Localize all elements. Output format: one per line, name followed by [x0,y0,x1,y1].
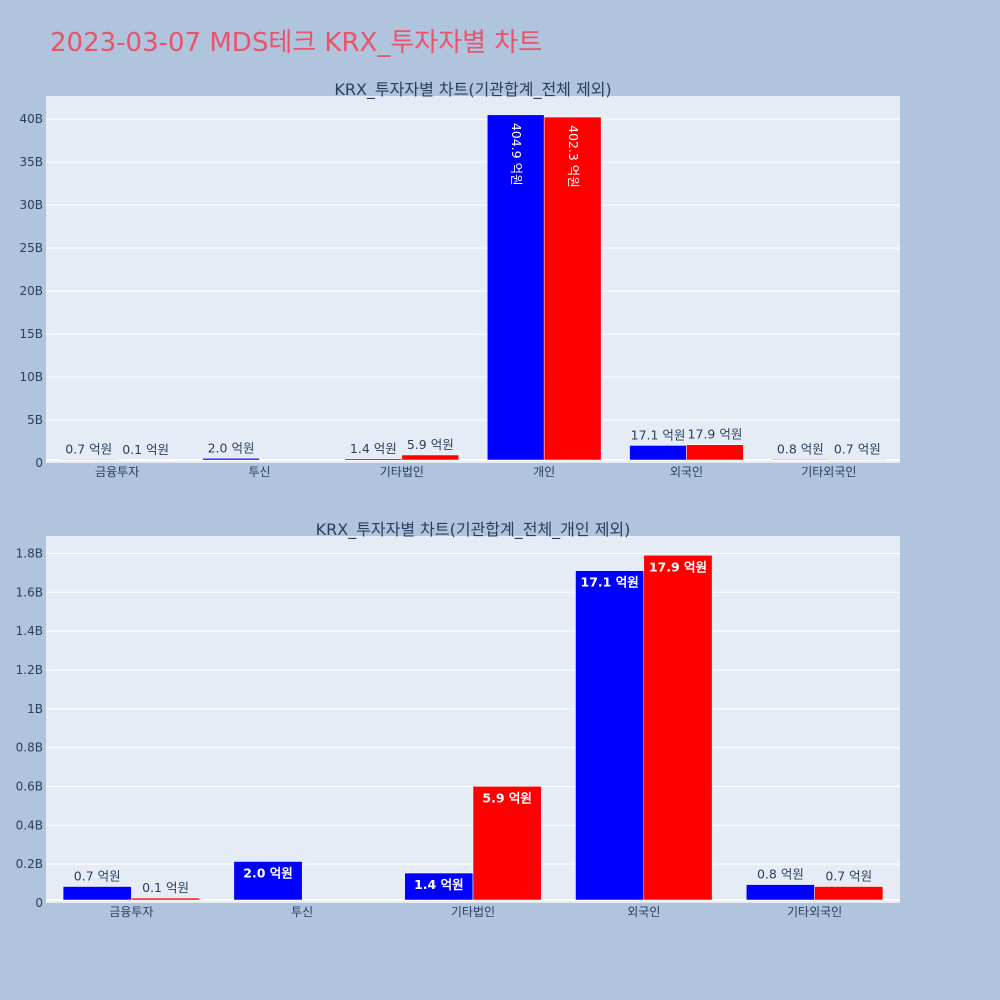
y-tick-label: 0 [35,456,43,470]
y-tick-label: 1.4B [16,624,43,638]
plot-area [46,96,900,463]
x-tick-label: 기타법인 [451,905,495,919]
data-label: 0.7 억원 [65,441,112,456]
page-title: 2023-03-07 MDS테크 KRX_투자자별 차트 [50,28,543,58]
bar [629,445,687,461]
y-tick-label: 25B [19,241,43,255]
x-tick-label: 투신 [248,465,270,479]
data-label: 0.7 억원 [825,869,872,884]
y-tick-label: 30B [19,198,43,212]
data-label: 404.9 억원 [509,123,524,186]
data-label: 1.4 억원 [414,877,464,892]
data-label: 17.1 억원 [581,575,639,590]
bar [746,884,815,901]
x-tick-label: 기타외국인 [801,465,856,479]
data-label: 0.7 억원 [74,869,121,884]
x-tick-label: 외국인 [670,465,703,479]
data-label: 2.0 억원 [208,440,255,455]
y-tick-label: 0.2B [16,857,43,871]
y-tick-label: 10B [19,370,43,384]
y-tick-label: 40B [19,112,43,126]
y-tick-label: 15B [19,327,43,341]
data-label: 5.9 억원 [407,437,454,452]
bar [472,786,542,901]
bar [575,570,645,901]
bar [344,458,403,461]
bar [404,872,474,901]
data-label: 17.9 억원 [649,559,707,574]
data-label: 17.1 억원 [631,427,686,442]
y-tick-label: 1.2B [16,663,43,677]
x-tick-label: 기타법인 [380,465,424,479]
bar [131,897,200,901]
y-tick-label: 5B [27,413,43,427]
data-label: 0.8 억원 [777,441,824,456]
data-label: 5.9 억원 [482,790,532,805]
y-tick-label: 0.8B [16,741,43,755]
data-label: 0.7 억원 [834,441,881,456]
x-tick-label: 기타외국인 [787,905,842,919]
bar [62,886,132,901]
y-tick-label: 0 [35,896,43,910]
chart-title: KRX_투자자별 차트(기관합계_전체 제외) [334,80,611,100]
bar [828,459,887,461]
bar [643,555,713,901]
bar [814,886,884,901]
bar [686,444,744,461]
chart-2: 0 0.2B 0.4B 0.6B 0.8B 1B 1.2B 1.4B 1.6B 1.8B KRX_투… [16,520,900,919]
x-tick-label: 투신 [291,905,313,919]
x-tick-label: 외국인 [627,905,660,919]
x-tick-label: 금융투자 [95,465,139,479]
chart-title: KRX_투자자별 차트(기관합계_전체_개인 제외) [316,520,631,540]
data-label: 0.1 억원 [122,442,169,457]
y-tick-label: 1B [27,702,43,716]
bar [543,116,602,461]
x-tick-label: 개인 [533,465,555,479]
bar [401,454,460,461]
data-label: 2.0 억원 [243,865,293,880]
data-label: 17.9 억원 [688,427,743,442]
y-tick-label: 0.6B [16,779,43,793]
y-tick-label: 1.6B [16,585,43,599]
chart-1: 0 5B 10B 15B 20B 25B 30B 35B 40B KRX_투자자별 차트(기관합계… [19,80,900,479]
y-tick-label: 20B [19,284,43,298]
y-tick-label: 0.4B [16,818,43,832]
bar [771,459,830,461]
data-label: 0.8 억원 [757,867,804,882]
bar [233,861,303,901]
bar [59,459,118,461]
y-tick-label: 35B [19,155,43,169]
data-label: 1.4 억원 [350,441,397,456]
data-label: 0.1 억원 [142,880,189,895]
y-tick-label: 1.8B [16,546,43,560]
data-label: 402.3 억원 [566,125,581,188]
bar [486,114,545,461]
x-tick-label: 금융투자 [109,905,153,919]
bar [202,458,260,461]
